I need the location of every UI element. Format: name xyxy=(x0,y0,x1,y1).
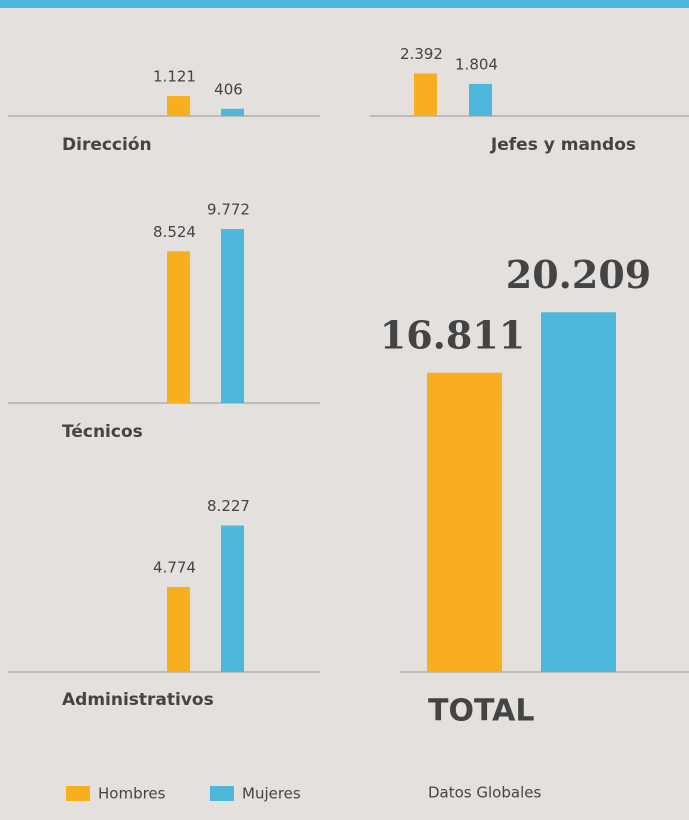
legend-swatch xyxy=(210,786,234,801)
category-label: Dirección xyxy=(62,135,152,155)
value-label: 1.804 xyxy=(455,55,498,73)
value-label: 16.811 xyxy=(380,312,525,357)
bar xyxy=(221,109,244,116)
bar xyxy=(427,373,502,672)
category-label: Técnicos xyxy=(62,422,143,442)
value-label: 1.121 xyxy=(153,68,196,86)
value-label: 9.772 xyxy=(207,201,250,219)
bar xyxy=(167,251,190,403)
caption: Datos Globales xyxy=(428,784,541,802)
bar xyxy=(469,84,492,116)
chart: Datos Globales Dirección 1.121 406 Jefes y … xyxy=(0,0,689,820)
bar xyxy=(221,526,244,672)
bar xyxy=(167,587,190,672)
top-band xyxy=(0,0,689,8)
value-label: 406 xyxy=(214,80,243,98)
value-label: 2.392 xyxy=(400,45,443,63)
page: Datos Globales Dirección 1.121 406 Jefes y … xyxy=(0,0,689,820)
legend-swatch xyxy=(66,786,90,801)
bar xyxy=(221,229,244,403)
category-label: TOTAL xyxy=(428,694,534,729)
bar xyxy=(414,73,437,116)
legend-label: Mujeres xyxy=(242,785,301,803)
category-label: Jefes y mandos xyxy=(490,135,636,155)
bar xyxy=(541,312,616,672)
legend-label: Hombres xyxy=(98,785,166,803)
value-label: 20.209 xyxy=(506,252,651,297)
value-label: 8.227 xyxy=(207,497,250,515)
category-label: Administrativos xyxy=(62,690,214,710)
value-label: 8.524 xyxy=(153,223,196,241)
bar xyxy=(167,96,190,116)
value-label: 4.774 xyxy=(153,559,196,577)
